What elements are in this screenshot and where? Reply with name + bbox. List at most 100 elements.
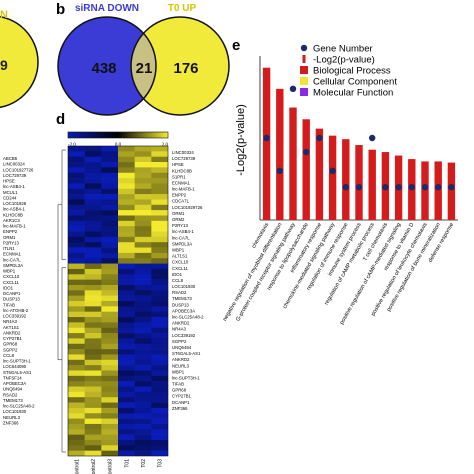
heatmap-left-gene-label: lnc-MAFB-1: [3, 224, 26, 229]
heatmap-cell: [68, 172, 85, 179]
heatmap-left-gene-label: WBP1: [3, 269, 16, 274]
heatmap-cell: [101, 343, 119, 350]
heatmap-cell: [118, 317, 135, 323]
heatmap-cell: [101, 370, 119, 377]
heatmap-left-gene-label: IDO1: [3, 285, 14, 290]
legend-label: Gene Number: [313, 44, 373, 55]
legend-marker-square: [300, 77, 308, 85]
heatmap-cell: [84, 386, 102, 393]
heatmap-cell: [68, 151, 85, 157]
heatmap-cell: [118, 343, 135, 350]
heatmap-cell: [134, 194, 152, 200]
heatmap-cell: [134, 381, 152, 387]
heatmap-cell: [68, 413, 85, 419]
heatmap-cell: [101, 423, 119, 430]
heatmap-cell: [84, 252, 102, 259]
heatmap-cell: [68, 386, 85, 393]
heatmap-cell: [151, 413, 168, 419]
heatmap-left-gene-label: LINC00324: [3, 162, 25, 167]
heatmap-cell: [151, 220, 168, 227]
heatmap-right-gene-label: lnc-SLC25A48-2: [172, 315, 204, 320]
heatmap-cell: [84, 295, 102, 302]
heatmap-cell: [134, 322, 152, 329]
heatmap-left-gene-label: KLHDC8B: [3, 212, 23, 217]
heatmap-cell: [84, 365, 102, 371]
heatmap-cell: [68, 354, 85, 361]
heatmap-left-gene-label: lnc-SUPT3H-1: [3, 359, 31, 364]
heatmap-cell: [118, 183, 135, 190]
heatmap-cell: [68, 391, 85, 398]
heatmap-cell: [151, 204, 168, 211]
heatmap-cell: [134, 279, 152, 286]
heatmap-cell: [118, 349, 135, 355]
heatmap-cell: [118, 274, 135, 280]
heatmap-cell: [134, 445, 152, 451]
point-gene-number: [329, 167, 336, 174]
heatmap-cell: [101, 274, 119, 280]
heatmap-cell: [101, 295, 119, 302]
heatmap-cell: [101, 450, 119, 456]
heatmap-cell: [101, 199, 119, 206]
heatmap-dendrogram: [57, 149, 66, 453]
heatmap-cell: [101, 386, 119, 393]
heatmap-cell: [84, 418, 102, 425]
point-gene-number: [408, 184, 415, 191]
legend-label: Cellular Component: [313, 77, 397, 88]
heatmap-cell: [68, 252, 85, 259]
heatmap-cell: [101, 220, 119, 227]
heatmap-left-gene-label: AKR1C3: [3, 218, 20, 223]
heatmap-cell: [68, 375, 85, 382]
heatmap-cell: [101, 252, 119, 259]
heatmap-cell: [151, 252, 168, 259]
heatmap-cell: [84, 279, 102, 286]
heatmap-cell: [151, 381, 168, 387]
heatmap-right-gene-label: KLHDC8B: [172, 168, 192, 173]
heatmap-cell: [151, 162, 168, 168]
heatmap-cell: [101, 418, 119, 425]
venn-a-circle: [0, 15, 39, 109]
heatmap-cell: [101, 146, 119, 152]
heatmap-left-gene-label: LOC729739: [3, 173, 27, 178]
heatmap-cell: [68, 370, 85, 377]
heatmap-cell: [118, 247, 135, 254]
point-gene-number: [369, 134, 376, 142]
heatmap-cell: [118, 402, 135, 409]
heatmap-cell: [151, 263, 168, 270]
heatmap-cell: [84, 354, 102, 361]
venn-overlap-count: 21: [136, 60, 153, 77]
heatmap-cell: [134, 317, 152, 323]
heatmap-cell: [84, 226, 102, 232]
heatmap-cell: [134, 301, 152, 307]
heatmap-cell: [68, 423, 85, 430]
point-gene-number: [395, 184, 402, 191]
heatmap-sample-label: Control1: [74, 459, 80, 474]
heatmap-cell: [151, 231, 168, 238]
heatmap-cell: [118, 423, 135, 430]
heatmap-cell: [84, 381, 102, 387]
heatmap-cell: [68, 450, 85, 456]
heatmap-right-gene-label: NEURL3: [172, 363, 190, 368]
heatmap-cell: [101, 317, 119, 323]
heatmap-cell: [68, 327, 85, 334]
heatmap-cell: [118, 146, 135, 152]
heatmap-cell: [134, 188, 152, 195]
heatmap-cell: [134, 295, 152, 302]
heatmap-cell: [68, 194, 85, 200]
heatmap-cell: [151, 359, 168, 366]
heatmap-left-gene-label: CXCL11: [3, 280, 20, 285]
heatmap-left-gene-label: lnc-ASB4-1: [3, 184, 25, 189]
heatmap-cell: [84, 439, 102, 446]
heatmap-cell: [68, 439, 85, 446]
heatmap-cell: [101, 354, 119, 361]
heatmap-cell: [118, 311, 135, 318]
bar-log2-pvalue: [328, 135, 337, 220]
heatmap-cell: [101, 210, 119, 216]
heatmap-cell: [68, 188, 85, 195]
heatmap-cell: [84, 317, 102, 323]
heatmap-cell: [134, 156, 152, 163]
heatmap-cell: [84, 220, 102, 227]
legend-label: -Log2(p-value): [313, 55, 375, 66]
heatmap-cell: [151, 434, 168, 441]
heatmap-left-gene-label: ENPP2: [3, 229, 18, 234]
